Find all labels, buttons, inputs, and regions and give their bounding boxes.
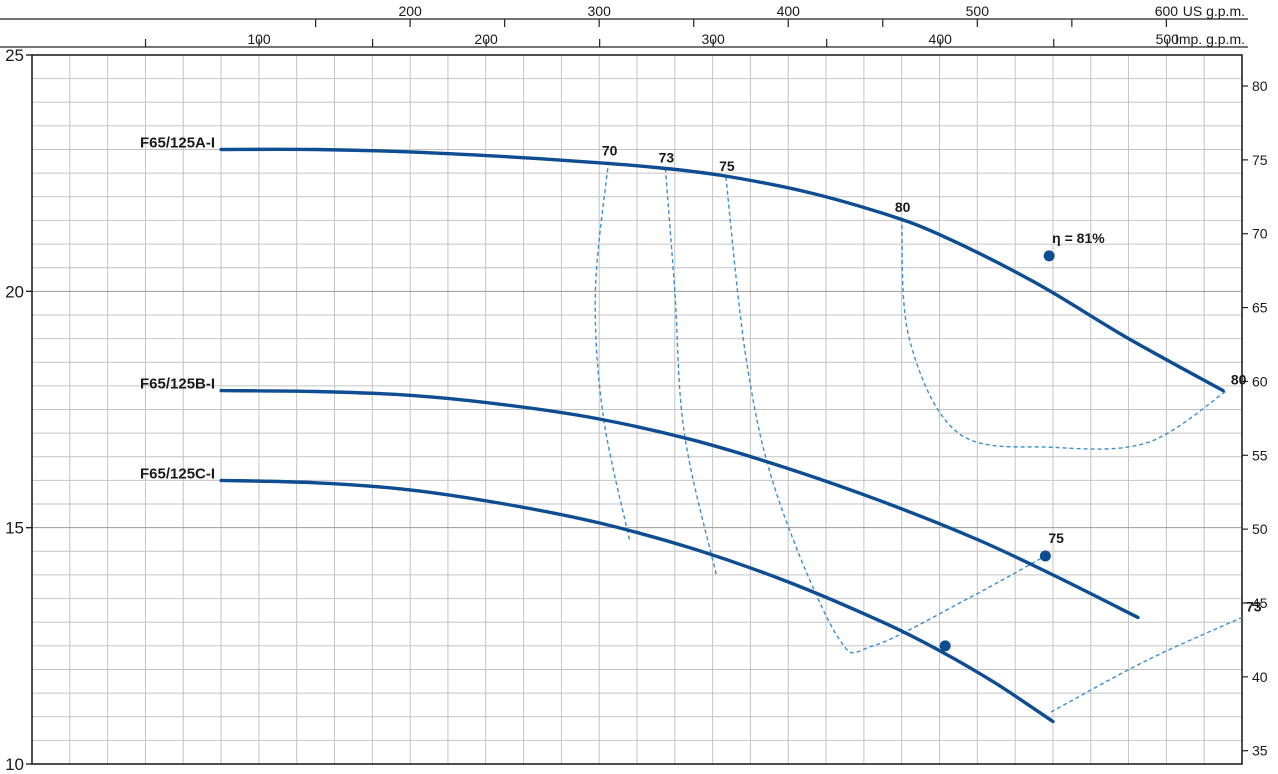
efficiency-point — [1043, 250, 1055, 262]
efficiency-value-label: 73 — [1246, 598, 1262, 614]
left-axis-tick-label: 10 — [5, 755, 24, 774]
right-axis-tick-label: 40 — [1252, 669, 1268, 685]
efficiency-line-80 — [901, 218, 1228, 450]
right-axis-tick-label: 45 — [1252, 595, 1268, 611]
efficiency-value-label: 80 — [1231, 372, 1247, 388]
us-gpm-tick-label: 200 — [398, 3, 422, 19]
right-axis-tick-label: 55 — [1252, 447, 1268, 463]
efficiency-point-label: 75 — [1048, 530, 1064, 546]
imp-gpm-unit-label: Imp. g.p.m. — [1175, 31, 1245, 47]
us-gpm-tick-label: 600 — [1155, 3, 1179, 19]
right-axis-tick-label: 65 — [1252, 300, 1268, 316]
pump-curve — [219, 478, 1055, 724]
efficiency-value-label: 80 — [895, 199, 911, 215]
us-gpm-tick-label: 500 — [966, 3, 990, 19]
efficiency-value-label: 73 — [659, 149, 675, 165]
pump-curve — [219, 147, 1225, 393]
imp-gpm-tick-label: 100 — [247, 31, 271, 47]
right-axis-tick-label: 60 — [1252, 373, 1268, 389]
us-gpm-unit-label: US g.p.m. — [1183, 3, 1245, 19]
us-gpm-tick-label: 400 — [777, 3, 801, 19]
imp-gpm-tick-label: 500 — [1156, 31, 1180, 47]
left-axis-tick-label: 20 — [5, 282, 24, 301]
right-axis-tick-label: 75 — [1252, 152, 1268, 168]
efficiency-point-label: η = 81% — [1052, 230, 1105, 246]
efficiency-line-73 — [664, 168, 718, 576]
imp-gpm-tick-label: 400 — [929, 31, 953, 47]
efficiency-line-73 — [1050, 616, 1243, 713]
left-axis-tick-label: 25 — [5, 46, 24, 65]
imp-gpm-tick-label: 300 — [701, 31, 725, 47]
imp-gpm-tick-label: 200 — [474, 31, 498, 47]
right-axis-tick-label: 80 — [1252, 78, 1268, 94]
efficiency-point — [939, 640, 951, 652]
right-axis-tick-label: 35 — [1252, 743, 1268, 759]
pump-curve — [219, 388, 1140, 620]
us-gpm-tick-label: 300 — [588, 3, 612, 19]
efficiency-point — [1039, 550, 1051, 562]
efficiency-value-label: 75 — [719, 158, 735, 174]
pump-curve-label: F65/125B-I — [140, 376, 215, 393]
plot-frame — [31, 54, 1243, 765]
efficiency-line-70 — [594, 161, 631, 540]
efficiency-value-label: 70 — [602, 142, 618, 158]
right-axis-tick-label: 70 — [1252, 226, 1268, 242]
pump-curve-label: F65/125A-I — [140, 135, 215, 152]
efficiency-line-75 — [725, 176, 1046, 654]
left-axis-tick-label: 15 — [5, 519, 24, 538]
pump-curve-label: F65/125C-I — [140, 465, 215, 482]
right-axis-tick-label: 50 — [1252, 521, 1268, 537]
